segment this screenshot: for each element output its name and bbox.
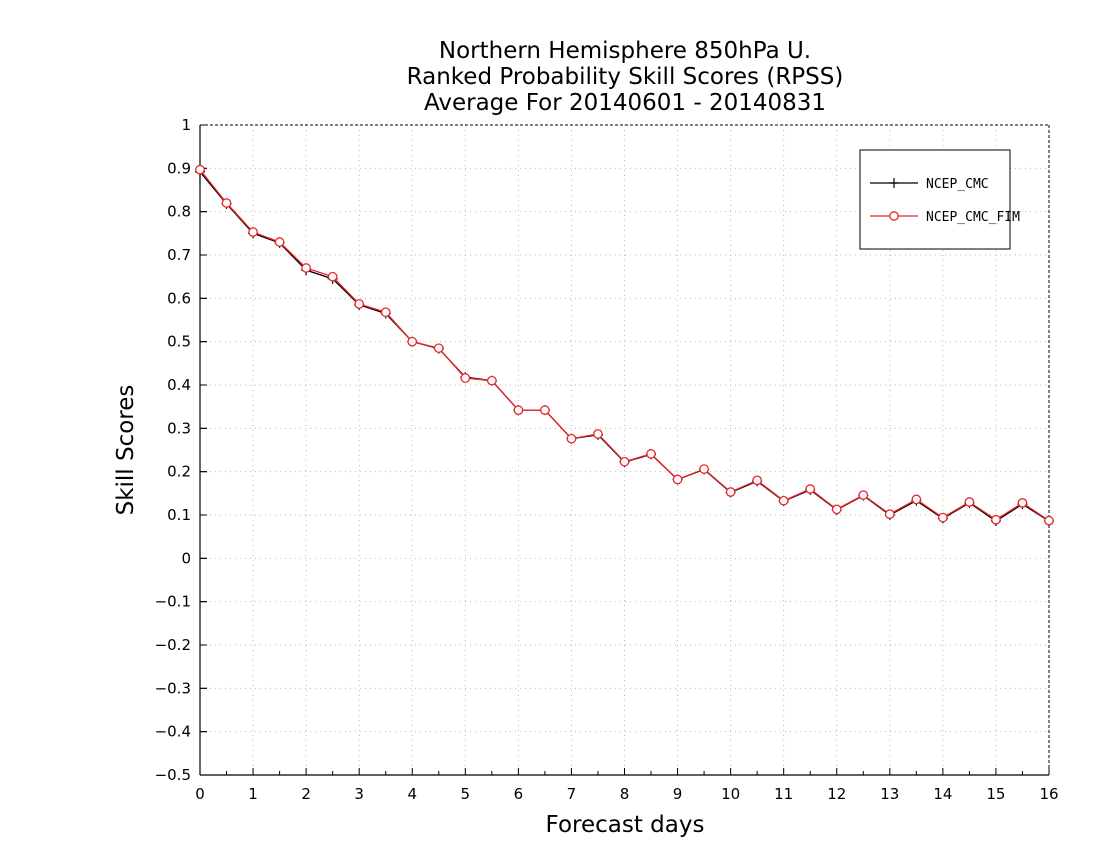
- x-tick-label-7: 7: [567, 785, 577, 803]
- x-tick-label-13: 13: [880, 785, 899, 803]
- series-1-point-23: [805, 484, 816, 494]
- x-tick-label-15: 15: [986, 785, 1005, 803]
- series-1-point-9: [433, 343, 444, 354]
- y-tick-label-10: 0.5: [167, 333, 191, 351]
- series-1-point-13: [540, 405, 550, 415]
- legend-box: [859, 149, 1011, 250]
- chart-title-line-1: Northern Hemisphere 850hPa U.: [439, 38, 811, 64]
- series-1-point-31: [1017, 498, 1028, 508]
- y-tick-label-8: 0.3: [167, 419, 191, 437]
- gridlines: [200, 125, 1049, 775]
- x-tick-label-14: 14: [933, 785, 952, 803]
- legend-label-ncep-cmc: NCEP_CMC: [926, 177, 989, 192]
- legend-entry-ncep-cmc: NCEP_CMC: [870, 177, 989, 192]
- series-1-point-32: [1044, 515, 1054, 526]
- series-1-point-21: [752, 475, 763, 486]
- x-tick-label-9: 9: [673, 785, 683, 803]
- series-1-point-2: [248, 227, 258, 237]
- x-tick-label-11: 11: [774, 785, 793, 803]
- series-1-point-18: [672, 474, 683, 485]
- y-tick-label-3: −0.2: [155, 636, 191, 654]
- series-1-point-24: [831, 504, 842, 515]
- y-tick-label-11: 0.6: [167, 289, 191, 307]
- y-tick-label-7: 0.2: [167, 463, 191, 481]
- y-tick-label-2: −0.3: [155, 679, 191, 697]
- y-axis-label: Skill Scores: [113, 385, 139, 516]
- x-tick-label-5: 5: [461, 785, 471, 803]
- x-tick-label-8: 8: [620, 785, 630, 803]
- series-1-point-5: [327, 271, 338, 282]
- series-1-point-22: [778, 495, 789, 506]
- series-1-point-6: [354, 299, 365, 309]
- y-tick-label-1: −0.4: [155, 723, 191, 741]
- series-1-point-29: [964, 497, 975, 507]
- x-tick-label-10: 10: [721, 785, 740, 803]
- series-1-point-4: [301, 263, 311, 273]
- legend-label-ncep-cmc-fim: NCEP_CMC_FIM: [926, 210, 1020, 225]
- series-1-point-8: [407, 336, 418, 347]
- y-tick-label-0: −0.5: [155, 766, 191, 784]
- chart-title: Northern Hemisphere 850hPa U. Ranked Pro…: [407, 38, 844, 116]
- series-1-point-26: [884, 509, 895, 519]
- y-tick-label-9: 0.4: [167, 376, 191, 394]
- legend-marker-ncep-cmc-fim: [889, 211, 899, 221]
- y-tick-label-15: 1: [181, 116, 191, 134]
- y-tick-label-12: 0.7: [167, 246, 191, 264]
- series-1-point-1: [221, 198, 232, 208]
- series-1-point-10: [460, 373, 471, 383]
- series-1-point-3: [274, 237, 285, 247]
- legend-marker-ncep-cmc: [889, 178, 899, 188]
- series-1: [195, 164, 1054, 526]
- x-tick-label-1: 1: [248, 785, 258, 803]
- y-tick-label-5: 0: [181, 549, 191, 567]
- y-tick-label-14: 0.9: [167, 159, 191, 177]
- legend-entry-ncep-cmc-fim: NCEP_CMC_FIM: [870, 210, 1020, 225]
- x-tick-label-0: 0: [195, 785, 205, 803]
- x-tick-label-12: 12: [827, 785, 846, 803]
- series-1-point-16: [619, 456, 630, 467]
- series-1-point-17: [646, 449, 656, 459]
- x-axis-label: Forecast days: [546, 812, 705, 838]
- series-1-point-25: [858, 490, 869, 500]
- series-1-point-30: [991, 514, 1001, 525]
- x-tick-label-4: 4: [407, 785, 417, 803]
- series-1-point-28: [938, 512, 948, 523]
- legend: NCEP_CMC NCEP_CMC_FIM: [859, 149, 1020, 250]
- series-1-point-27: [911, 494, 922, 505]
- y-tick-label-4: −0.1: [155, 593, 191, 611]
- series-1-point-14: [566, 433, 577, 444]
- legend-marker-point-0: [889, 178, 899, 188]
- series-1-point-12: [513, 405, 524, 415]
- series-1-point-0: [195, 164, 205, 175]
- series-1-point-15: [593, 429, 603, 439]
- x-tick-label-2: 2: [301, 785, 311, 803]
- series-1-point-19: [699, 464, 709, 474]
- y-tick-label-6: 0.1: [167, 506, 191, 524]
- x-tick-label-3: 3: [354, 785, 364, 803]
- x-tick-label-6: 6: [514, 785, 524, 803]
- chart-title-line-3: Average For 20140601 - 20140831: [424, 90, 826, 116]
- x-tick-label-16: 16: [1039, 785, 1058, 803]
- chart-title-line-2: Ranked Probability Skill Scores (RPSS): [407, 64, 844, 90]
- series-1-point-7: [380, 307, 391, 318]
- y-axis-ticks: −0.5 −0.4 −0.3 −0.2 −0.1 0 0.1 0.2 0.3 0.4 0.5 0.6 0…: [155, 116, 207, 784]
- series-1-point-20: [725, 487, 736, 497]
- series-1-point-11: [486, 375, 497, 386]
- legend-marker-point-1: [889, 211, 899, 221]
- y-tick-label-13: 0.8: [167, 203, 191, 221]
- data-series: [195, 164, 1054, 527]
- x-axis-ticks: 0 1 2 3 4 5 6 7 8 9 10 11 12 13 14 15 16: [195, 768, 1059, 803]
